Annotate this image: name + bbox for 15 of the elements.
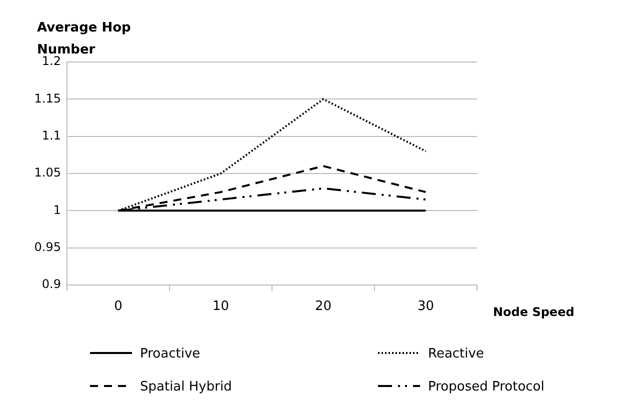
- legend-label: Proactive: [140, 346, 200, 362]
- x-tick-label: 10: [212, 299, 230, 314]
- x-axis-title: Node Speed: [493, 305, 574, 320]
- legend-label: Spatial Hybrid: [140, 379, 232, 394]
- x-tick-label: 30: [417, 299, 434, 314]
- y-tick-label: 1: [53, 202, 61, 217]
- y-tick-label: 1.15: [34, 91, 61, 106]
- y-tick-label: 0.95: [34, 240, 61, 254]
- y-tick-label: 1.1: [42, 128, 61, 142]
- x-tick-label: 20: [314, 299, 332, 314]
- legend-label: Proposed Protocol: [428, 379, 544, 394]
- y-tick-label: 0.9: [42, 277, 61, 292]
- y-tick-label: 1.05: [34, 166, 61, 180]
- legend-label: Reactive: [428, 346, 484, 362]
- x-tick-label: 0: [114, 299, 122, 314]
